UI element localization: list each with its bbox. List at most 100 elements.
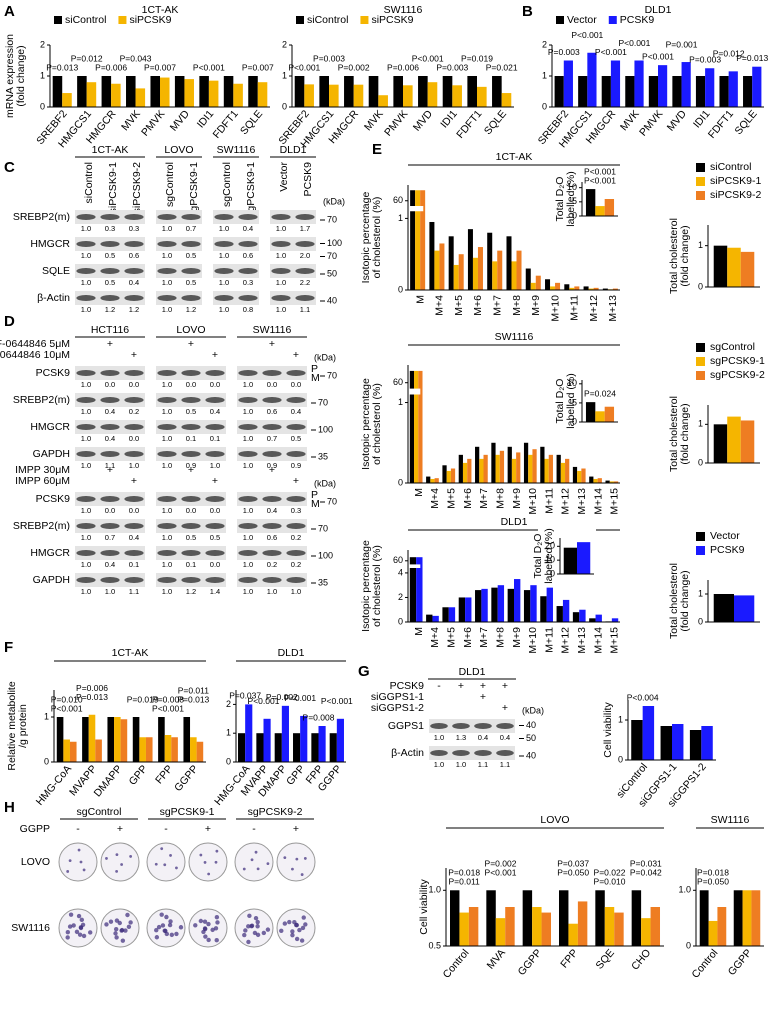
legend-label: siPCSK9: [129, 14, 171, 26]
band: [262, 370, 282, 376]
x-tick-label: GGPP: [172, 763, 201, 794]
treatment-label: PF-0644846 10μM: [0, 349, 70, 361]
treatment-mark: +: [188, 338, 194, 350]
bar: [199, 76, 209, 107]
band: [271, 268, 291, 274]
row-label: HMGCR: [30, 547, 70, 559]
y-tick-label: 20: [545, 541, 555, 551]
bar: [132, 717, 140, 762]
lane-label: sgControl: [221, 162, 233, 207]
membrane: [270, 237, 316, 251]
x-tick-label: GGPP: [516, 947, 545, 978]
row-label: HMGCR: [30, 238, 70, 250]
colony: [243, 928, 248, 933]
treatment-mark: -: [437, 680, 441, 692]
band: [238, 577, 258, 583]
quant: 0.2: [129, 407, 139, 416]
row-label: β-Actin: [391, 747, 424, 759]
bar: [641, 918, 651, 946]
band: [181, 496, 201, 502]
quant: 0.5: [105, 251, 115, 260]
membrane: [213, 237, 259, 251]
quant: 1.0: [162, 533, 172, 542]
chart-title: DLD1: [278, 647, 305, 659]
quant: 0.8: [243, 305, 253, 314]
legend-swatch: [696, 532, 705, 541]
colony: [120, 938, 126, 943]
quant: 0.4: [105, 560, 115, 569]
legend-swatch: [696, 357, 705, 366]
x-tick-label: M+9: [511, 488, 523, 509]
bar: [467, 458, 472, 483]
x-tick-label: MVA: [485, 947, 508, 972]
quant: 1.1: [129, 587, 139, 596]
legend-swatch: [696, 343, 705, 352]
bar: [511, 261, 517, 290]
x-tick-label: M+14: [592, 627, 604, 654]
bar: [477, 86, 487, 107]
panel-letter: H: [4, 799, 15, 816]
band: [295, 214, 315, 220]
p-value: P=0.006: [387, 62, 419, 72]
x-tick-label: M+10: [527, 488, 539, 515]
bar: [593, 287, 599, 290]
quant: 1.0: [243, 506, 253, 515]
bar: [522, 890, 533, 946]
quant: 0.3: [291, 506, 301, 515]
p-value: P=0.003: [313, 53, 345, 63]
quant: 1.4: [210, 587, 220, 596]
x-tick-label: PMVK: [139, 108, 167, 139]
bar: [532, 449, 537, 483]
y-axis-label: Cell viability: [602, 702, 614, 758]
band: [181, 577, 201, 583]
y-tick-label: 60: [393, 377, 403, 387]
band: [181, 241, 201, 247]
legend-label: siPCSK9-1: [710, 175, 762, 187]
row-label: SREBP2(m): [13, 520, 70, 532]
colony: [108, 919, 114, 924]
quant: 1.2: [186, 305, 196, 314]
colony: [156, 924, 162, 930]
band: [205, 451, 225, 457]
quant: 1.0: [219, 278, 229, 287]
x-tick-label: FPP: [558, 947, 580, 970]
colony: [78, 925, 84, 930]
treatment-mark: -: [76, 823, 80, 835]
bar: [555, 282, 561, 290]
colony: [154, 862, 158, 866]
quant: 0.7: [186, 224, 196, 233]
colony: [299, 938, 305, 943]
x-tick-label: SQLE: [732, 108, 759, 137]
colony: [297, 927, 302, 933]
bar: [733, 890, 743, 946]
quant: 0.6: [243, 251, 253, 260]
bar: [556, 606, 563, 622]
bar: [465, 597, 472, 622]
colony: [247, 913, 252, 919]
y-tick-label: 1: [44, 711, 49, 721]
quant: 1.0: [81, 461, 91, 470]
bar: [304, 84, 314, 107]
p-value: P=0.050: [557, 868, 589, 878]
plate: [276, 908, 316, 948]
bar: [378, 95, 388, 107]
colony: [294, 936, 300, 942]
y-tick-label: 10: [545, 555, 555, 565]
band: [124, 577, 144, 583]
band: [100, 295, 120, 301]
y-axis-label: (fold change): [679, 403, 691, 464]
band: [205, 370, 225, 376]
bar: [604, 199, 615, 216]
band: [286, 451, 306, 457]
row-label: SREBP2(m): [13, 211, 70, 223]
bar: [491, 587, 498, 622]
bar: [434, 250, 440, 290]
treatment-label: siGGPS1-1: [371, 691, 424, 703]
quant: 0.6: [267, 533, 277, 542]
legend-swatch: [696, 163, 705, 172]
marker-label: 100: [318, 550, 333, 560]
x-tick-label: M: [414, 295, 426, 304]
x-tick-label: GPP: [284, 763, 307, 788]
colony: [295, 857, 299, 861]
quant: 0.0: [210, 506, 220, 515]
